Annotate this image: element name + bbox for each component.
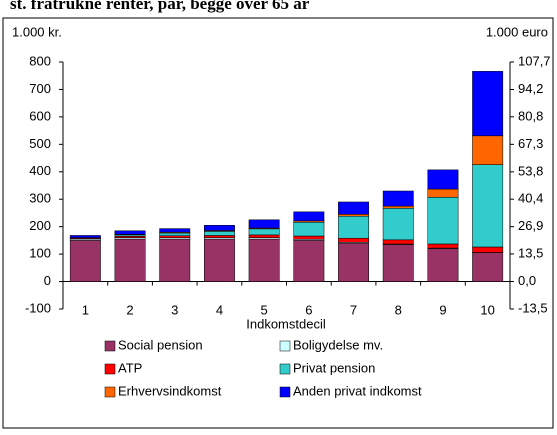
bar-segment — [160, 233, 190, 236]
x-tick-label: 6 — [305, 302, 312, 317]
legend-label: ATP — [118, 360, 142, 375]
legend-label: Privat pension — [293, 360, 375, 375]
x-tick-label: 2 — [126, 302, 133, 317]
bar-segment — [338, 216, 368, 238]
legend-swatch — [105, 364, 115, 374]
y2-tick-label: 67,3 — [518, 136, 543, 151]
bar-segment — [472, 165, 502, 247]
bar-segment — [294, 240, 324, 281]
bar-segment — [249, 239, 279, 282]
chart-title: st. fratrukne renter, par, begge over 65… — [10, 0, 310, 13]
bar-segment — [160, 239, 190, 282]
y2-tick-label: 0,0 — [518, 273, 536, 288]
bar-segment — [338, 238, 368, 242]
bar-segment — [383, 206, 413, 208]
x-tick-label: 4 — [216, 302, 223, 317]
bar-segment — [70, 235, 100, 237]
x-tick-label: 10 — [480, 302, 494, 317]
y2-tick-label: 53,8 — [518, 163, 543, 178]
bar-segment — [428, 244, 458, 248]
bar-segment — [294, 222, 324, 236]
bar-segment — [294, 212, 324, 221]
x-axis-title: Indkomstdecil — [246, 316, 326, 331]
legend-label: Erhvervsindkomst — [118, 383, 222, 398]
legend-label: Anden privat indkomst — [293, 383, 422, 398]
y2-tick-label: 80,8 — [518, 108, 543, 123]
bar-segment — [338, 243, 368, 281]
bar-segment — [383, 245, 413, 282]
bar-segment — [204, 235, 234, 237]
bar-segment — [383, 208, 413, 240]
y-tick-label: 500 — [29, 136, 51, 151]
bar-segment — [249, 235, 279, 238]
bar-segment — [428, 170, 458, 189]
x-tick-label: 8 — [395, 302, 402, 317]
bar-segment — [338, 214, 368, 216]
legend-swatch — [280, 387, 290, 397]
y2-tick-label: 13,5 — [518, 245, 543, 260]
y-tick-label: 100 — [29, 246, 51, 261]
x-tick-label: 5 — [261, 302, 268, 317]
bar-segment — [472, 253, 502, 282]
x-tick-label: 7 — [350, 302, 357, 317]
bar-segment — [472, 71, 502, 135]
y2-tick-label: 40,4 — [518, 191, 543, 206]
legend-label: Social pension — [118, 337, 203, 352]
y-tick-label: -100 — [25, 300, 51, 315]
bar-segment — [160, 229, 190, 233]
y2-axis-unit: 1.000 euro — [486, 24, 548, 39]
legend-swatch — [280, 364, 290, 374]
y-tick-label: 0 — [44, 273, 51, 288]
bar-segment — [383, 191, 413, 206]
bar-segment — [204, 225, 234, 230]
y2-tick-label: -13,5 — [518, 300, 548, 315]
legend-swatch — [105, 341, 115, 351]
y-tick-label: 800 — [29, 53, 51, 68]
y2-tick-label: 94,2 — [518, 81, 543, 96]
x-tick-label: 9 — [439, 302, 446, 317]
y-tick-label: 400 — [29, 163, 51, 178]
bar-segment — [294, 236, 324, 239]
legend-swatch — [280, 341, 290, 351]
y2-tick-label: 107,7 — [518, 53, 551, 68]
bar-segment — [472, 247, 502, 252]
x-tick-label: 3 — [171, 302, 178, 317]
bar-segment — [70, 240, 100, 281]
bar-segment — [472, 136, 502, 165]
x-tick-label: 1 — [82, 302, 89, 317]
y2-tick-label: 26,9 — [518, 218, 543, 233]
bar-segment — [338, 202, 368, 214]
y-tick-label: 200 — [29, 218, 51, 233]
bar-segment — [204, 231, 234, 235]
bar-segment — [383, 240, 413, 244]
y-tick-label: 300 — [29, 191, 51, 206]
bar-segment — [428, 197, 458, 244]
bar-segment — [249, 229, 279, 235]
bar-segment — [160, 236, 190, 238]
bar-segment — [249, 220, 279, 228]
y-axis-unit: 1.000 kr. — [12, 24, 62, 39]
bar-segment — [115, 239, 145, 282]
bar-segment — [428, 249, 458, 282]
y-tick-label: 700 — [29, 81, 51, 96]
bar-segment — [204, 239, 234, 282]
bar-segment — [115, 231, 145, 235]
legend-label: Boligydelse mv. — [293, 337, 383, 352]
legend-swatch — [105, 387, 115, 397]
y-tick-label: 600 — [29, 108, 51, 123]
bar-segment — [428, 189, 458, 197]
